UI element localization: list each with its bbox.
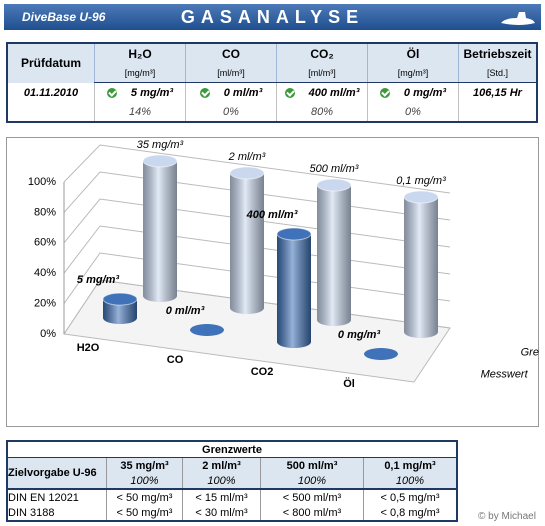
col-header: Betriebszeit — [458, 43, 537, 64]
cylinder-top — [102, 292, 138, 306]
header-bar: DiveBase U-96 GASANALYSE — [4, 4, 541, 30]
target-label: Zielvorgabe U-96 — [6, 457, 107, 489]
footer: © by Michael — [478, 511, 536, 522]
reading: 0 ml/m³ — [223, 87, 263, 99]
hours: 106,15 Hr — [458, 82, 537, 103]
col-header: H₂O — [94, 43, 186, 64]
cylinder-top — [229, 166, 265, 180]
col-header: Öl — [367, 43, 459, 64]
col-unit: [mg/m³] — [367, 64, 459, 83]
target-percent: 100% — [260, 473, 364, 489]
target: 35 mg/m³ — [106, 457, 183, 473]
y-tick-label: 100% — [28, 176, 56, 188]
grid-line — [63, 144, 451, 194]
cylinder-shine — [143, 161, 177, 302]
col-header: CO — [185, 43, 277, 64]
point-label: 2 ml/m³ — [228, 151, 266, 163]
target-percent: 100% — [106, 473, 183, 489]
reading: 5 mg/m³ — [130, 87, 174, 99]
norm-value: < 500 ml/m³ — [260, 489, 364, 505]
cylinder-top — [403, 190, 439, 204]
target: 500 ml/m³ — [260, 457, 364, 473]
header-title: DiveBase U-96 — [22, 10, 106, 24]
point-label: 500 ml/m³ — [310, 163, 359, 175]
y-tick-label: 20% — [34, 298, 56, 310]
col-unit: [mg/m³] — [94, 64, 186, 83]
percent: 80% — [276, 103, 368, 122]
chart: 0% 20% 40% 60% 80% 100% H2O CO CO2 Öl Messwert Gren… — [6, 137, 539, 427]
col-unit: [ml/m³] — [276, 64, 368, 83]
limits-table: Grenzwerte Zielvorgabe U-96 35 mg/m³ 2 ml/… — [6, 440, 458, 522]
summary-table: Prüfdatum H₂O CO CO₂ Öl Betriebszeit [mg/m³][… — [6, 42, 538, 123]
cylinder-shine — [230, 173, 264, 314]
percent: 0% — [367, 103, 459, 122]
point-label: 0 mg/m³ — [338, 329, 381, 341]
target-percent: 100% — [363, 473, 458, 489]
percent: 0% — [185, 103, 277, 122]
norm-name: DIN 3188 — [6, 505, 107, 521]
x-tick-label: CO2 — [251, 366, 274, 378]
cylinder-shine — [277, 234, 311, 348]
limits-title: Grenzwerte — [6, 440, 458, 458]
point-label: 0,1 mg/m³ — [396, 175, 446, 187]
cylinder-top — [142, 154, 178, 168]
col-unit: [Std.] — [458, 64, 537, 83]
target: 2 ml/m³ — [182, 457, 261, 473]
target-percent: 100% — [182, 473, 261, 489]
y-tick-label: 60% — [34, 237, 56, 249]
y-tick-label: 40% — [34, 267, 56, 279]
norm-name: DIN EN 12021 — [6, 489, 107, 505]
x-tick-label: H2O — [77, 342, 100, 354]
series-label: Grenzwert — [521, 347, 539, 359]
point-label: 0 ml/m³ — [166, 305, 205, 317]
norm-value: < 50 mg/m³ — [106, 505, 183, 521]
cylinder-top — [276, 227, 312, 241]
norm-value: < 800 ml/m³ — [260, 505, 364, 521]
y-tick-label: 0% — [40, 328, 56, 340]
cylinder-shine — [317, 185, 351, 326]
cylinder — [364, 348, 398, 360]
norm-value: < 0,5 mg/m³ — [363, 489, 458, 505]
norm-value: < 30 ml/m³ — [182, 505, 261, 521]
col-header: Prüfdatum — [6, 43, 95, 83]
cylinder-shine — [404, 197, 438, 338]
x-tick-label: Öl — [343, 377, 355, 390]
y-tick-label: 80% — [34, 206, 56, 218]
col-unit: [ml/m³] — [185, 64, 277, 83]
col-header: CO₂ — [276, 43, 368, 64]
norm-value: < 15 ml/m³ — [182, 489, 261, 505]
series-label: Messwert — [481, 369, 529, 381]
cylinder-top — [316, 178, 352, 192]
header-heading: GASANALYSE — [180, 7, 365, 27]
cylinder-shine — [103, 299, 137, 324]
point-label: 400 ml/m³ — [246, 209, 298, 221]
cylinder — [190, 324, 224, 336]
percent: 14% — [94, 103, 186, 122]
date: 01.11.2010 — [6, 82, 95, 103]
target: 0,1 mg/m³ — [363, 457, 458, 473]
norm-value: < 50 mg/m³ — [106, 489, 183, 505]
reading: 400 ml/m³ — [308, 87, 360, 99]
norm-value: < 0,8 mg/m³ — [363, 505, 458, 521]
point-label: 5 mg/m³ — [77, 274, 120, 286]
x-tick-label: CO — [167, 354, 184, 366]
point-label: 35 mg/m³ — [137, 139, 184, 151]
reading: 0 mg/m³ — [403, 87, 447, 99]
submarine-icon — [501, 12, 535, 25]
